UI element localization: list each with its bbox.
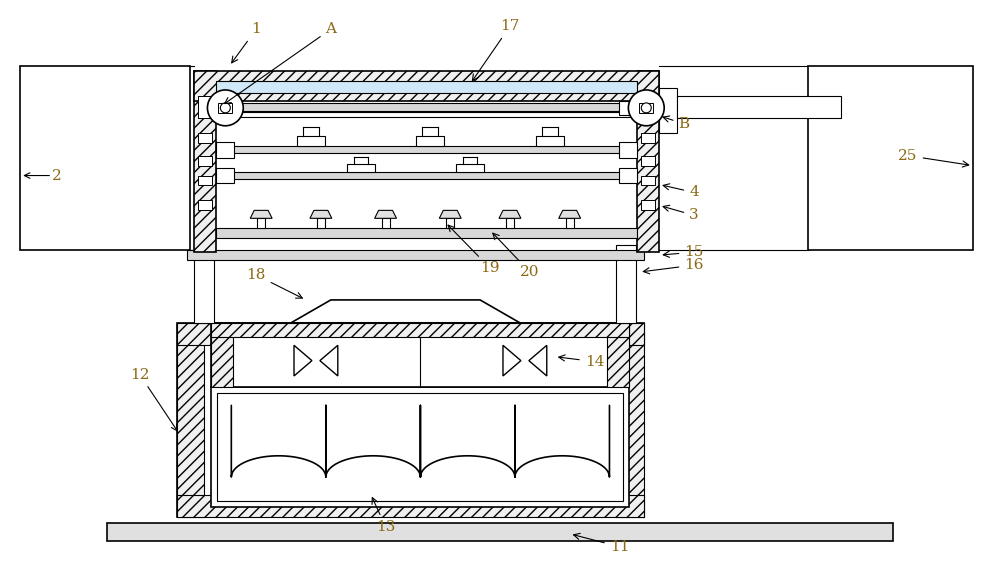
Bar [194, 71, 216, 252]
Bar [616, 245, 636, 323]
Bar [198, 176, 212, 185]
Bar [637, 71, 659, 252]
Bar [639, 103, 653, 113]
Bar [607, 323, 629, 388]
Text: 14: 14 [559, 355, 604, 369]
Bar [641, 176, 655, 185]
Bar [20, 66, 190, 250]
Bar [619, 142, 637, 158]
Circle shape [207, 90, 243, 126]
Text: B: B [663, 116, 690, 131]
Bar [347, 164, 375, 172]
Text: 1: 1 [232, 22, 261, 63]
Bar [177, 495, 644, 517]
Circle shape [628, 90, 664, 126]
Text: 12: 12 [130, 368, 177, 431]
Bar [641, 133, 655, 142]
Bar [198, 96, 214, 118]
Bar [456, 164, 484, 172]
Bar [536, 136, 564, 146]
Bar [198, 133, 212, 142]
Bar [216, 168, 234, 184]
Bar [216, 81, 637, 93]
Bar [194, 71, 659, 101]
Bar [216, 103, 637, 111]
Bar [317, 218, 325, 228]
Bar [619, 101, 637, 115]
Text: 4: 4 [663, 184, 699, 199]
Polygon shape [559, 210, 581, 218]
Bar [616, 323, 644, 517]
Bar [211, 323, 233, 388]
Bar [198, 156, 212, 165]
Bar [187, 250, 644, 260]
Text: A: A [225, 22, 336, 104]
Bar [211, 388, 629, 507]
Bar [217, 393, 623, 501]
Bar [677, 96, 841, 118]
Bar [177, 323, 644, 517]
Text: 15: 15 [663, 245, 704, 259]
Bar [416, 136, 444, 146]
Text: 11: 11 [574, 534, 629, 553]
Bar [641, 156, 655, 165]
Polygon shape [310, 210, 332, 218]
Text: 3: 3 [663, 205, 699, 222]
Polygon shape [291, 300, 520, 323]
Bar [216, 228, 637, 238]
Bar [641, 96, 657, 118]
Bar [198, 96, 214, 118]
Text: 16: 16 [643, 258, 704, 274]
Bar [107, 523, 893, 541]
Bar [216, 172, 637, 178]
Text: 17: 17 [472, 19, 520, 81]
Text: 19: 19 [448, 225, 500, 275]
Bar [211, 323, 629, 388]
Bar [216, 142, 234, 158]
Bar [506, 218, 514, 228]
Bar [218, 103, 232, 113]
Bar [446, 218, 454, 228]
Bar [194, 245, 214, 323]
Bar [382, 218, 390, 228]
Bar [297, 136, 325, 146]
Bar [566, 218, 574, 228]
Bar [216, 101, 234, 115]
Bar [257, 218, 265, 228]
Circle shape [220, 103, 230, 113]
Bar [177, 323, 644, 345]
Bar [659, 88, 677, 133]
Polygon shape [375, 210, 397, 218]
Text: 25: 25 [898, 149, 969, 167]
Bar [641, 201, 655, 210]
Circle shape [641, 103, 651, 113]
Text: 18: 18 [247, 268, 302, 298]
Bar [216, 146, 637, 153]
Polygon shape [439, 210, 461, 218]
Bar [619, 168, 637, 184]
Text: 2: 2 [52, 169, 62, 182]
Bar [198, 201, 212, 210]
Text: 13: 13 [372, 498, 395, 534]
Polygon shape [499, 210, 521, 218]
Bar [177, 323, 204, 517]
Polygon shape [250, 210, 272, 218]
Text: 20: 20 [493, 233, 540, 279]
Bar [211, 323, 629, 337]
Bar [808, 66, 973, 250]
Bar [216, 112, 637, 117]
Bar [641, 96, 657, 118]
